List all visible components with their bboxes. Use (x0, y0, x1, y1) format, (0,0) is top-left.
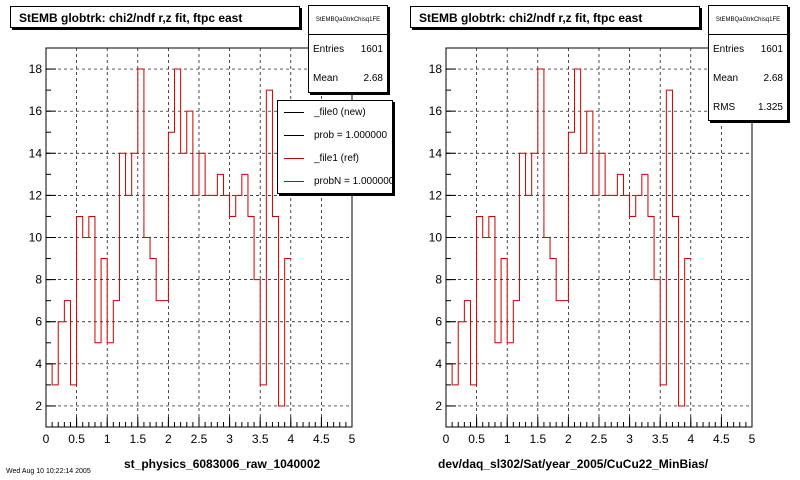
y-tick-label: 2 (35, 399, 42, 413)
x-tick-label: 2.5 (191, 432, 208, 446)
right-stats-mean: Mean 2.68 (713, 73, 783, 84)
x-tick-label: 1.5 (129, 432, 146, 446)
x-tick-label: 4 (687, 432, 694, 446)
x-tick-label: 4.5 (313, 432, 330, 446)
left-title: StEMB globtrk: chi2/ndf r,z fit, ftpc ea… (10, 6, 300, 28)
y-tick-label: 16 (429, 104, 443, 118)
left-stats-name: StEMBQaGtrkChisq1FE (309, 6, 387, 35)
right-histogram: 0 0.5 1 1.5 2 2.5 3 3.5 4 4.5 5 2 4 6 8 10 12 14 16 18 (429, 47, 756, 446)
y-tick-label: 4 (435, 357, 442, 371)
right-stats-entries: Entries 1601 (713, 44, 783, 55)
right-stats-name: StEMBQaGtrkChisq1FE (709, 6, 787, 35)
histogram-line (46, 68, 291, 407)
left-histogram: 0 0.5 1 1.5 2 2.5 3 3.5 4 4.5 5 2 4 6 8 10 12 14 16 18 (29, 47, 356, 446)
y-tick-label: 6 (435, 315, 442, 329)
y-tick-label: 10 (29, 231, 43, 245)
y-tick-label: 6 (35, 315, 42, 329)
y-tick-label: 10 (429, 231, 443, 245)
legend-entry-prob: prob = 1.000000 (278, 124, 392, 147)
x-tick-label: 3.5 (652, 432, 669, 446)
x-tick-label: 1 (104, 432, 111, 446)
y-tick-label: 2 (435, 399, 442, 413)
y-tick-label: 8 (435, 273, 442, 287)
y-tick-label: 18 (29, 62, 43, 76)
y-tick-label: 14 (29, 146, 43, 160)
y-tick-label: 12 (29, 188, 43, 202)
x-tick-label: 1 (504, 432, 511, 446)
x-tick-label: 5 (749, 432, 756, 446)
y-tick-label: 14 (429, 146, 443, 160)
histogram-line (446, 68, 691, 407)
y-tick-label: 16 (29, 104, 43, 118)
footer-timestamp: Wed Aug 10 10:22:14 2005 (6, 468, 91, 475)
x-tick-label: 1.5 (529, 432, 546, 446)
right-title: StEMB globtrk: chi2/ndf r,z fit, ftpc ea… (410, 6, 700, 28)
x-tick-label: 5 (349, 432, 356, 446)
legend-entry-new: _file0 (new) (278, 101, 392, 124)
x-tick-label: 0 (443, 432, 450, 446)
x-tick-label: 2 (165, 432, 172, 446)
legend: _file0 (new) prob = 1.000000 _file1 (ref… (277, 100, 393, 194)
legend-entry-ref: _file1 (ref) (278, 147, 392, 170)
y-tick-label: 12 (429, 188, 443, 202)
left-x-title: st_physics_6083006_raw_1040002 (124, 457, 321, 471)
x-tick-label: 0 (43, 432, 50, 446)
x-tick-label: 2 (565, 432, 572, 446)
left-stats-mean: Mean 2.68 (313, 73, 383, 84)
legend-entry-probn: probN = 1.000000 (278, 170, 392, 193)
right-stats-rms: RMS 1.325 (713, 102, 783, 113)
x-tick-label: 0.5 (68, 432, 85, 446)
y-tick-label: 8 (35, 273, 42, 287)
x-tick-label: 2.5 (591, 432, 608, 446)
right-x-title: dev/daq_sl302/Sat/year_2005/CuCu22_MinBi… (438, 457, 709, 471)
left-stats-box: StEMBQaGtrkChisq1FE Entries 1601 Mean 2.… (308, 5, 388, 93)
left-stats-entries: Entries 1601 (313, 44, 383, 55)
y-tick-label: 18 (429, 62, 443, 76)
right-stats-box: StEMBQaGtrkChisq1FE Entries 1601 Mean 2.… (708, 5, 788, 121)
x-tick-label: 3.5 (252, 432, 269, 446)
y-tick-label: 4 (35, 357, 42, 371)
x-tick-label: 4 (287, 432, 294, 446)
x-tick-label: 3 (626, 432, 633, 446)
x-tick-label: 4.5 (713, 432, 730, 446)
x-tick-label: 0.5 (468, 432, 485, 446)
x-tick-label: 3 (226, 432, 233, 446)
